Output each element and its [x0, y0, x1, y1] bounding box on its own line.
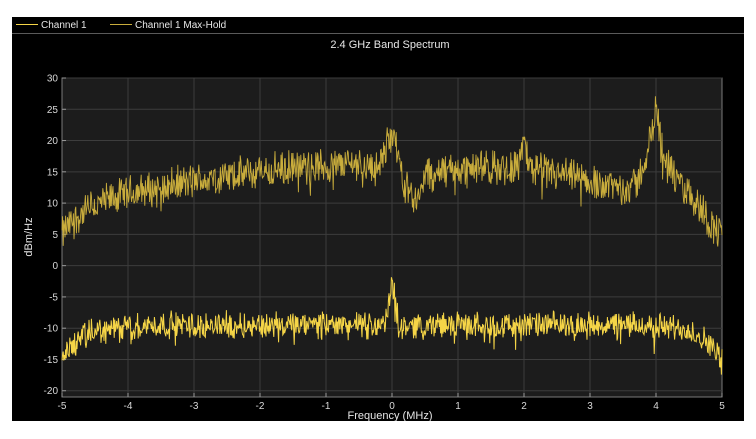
legend-item-channel-1[interactable]: Channel 1	[16, 19, 87, 32]
series-layer	[61, 96, 723, 375]
x-tick-label: 1	[455, 401, 461, 412]
x-axis-label: Frequency (MHz)	[348, 410, 433, 421]
y-tick-label: 20	[47, 136, 59, 147]
y-axis-label: dBm/Hz	[23, 217, 35, 256]
y-tick-label: 5	[52, 230, 58, 241]
legend: Channel 1 Channel 1 Max-Hold	[12, 17, 744, 34]
x-tick-label: -1	[322, 401, 331, 412]
y-tick-label: -15	[44, 355, 59, 366]
spectrum-chart: 2.4 GHz Band Spectrum -5 -4 -3 -2 -1 0 1 2 3 4 530…	[23, 39, 726, 421]
y-tick-label: 10	[47, 199, 59, 210]
x-tick-label: -3	[190, 401, 199, 412]
x-tick-label: -2	[256, 401, 265, 412]
x-tick-label: -4	[124, 401, 133, 412]
x-tick-label: -5	[58, 401, 67, 412]
legend-swatch-channel-1	[16, 23, 38, 25]
legend-label-channel-1: Channel 1	[41, 20, 87, 31]
chart-title: 2.4 GHz Band Spectrum	[330, 39, 449, 51]
x-tick-label: 0	[389, 401, 395, 412]
legend-item-channel-1-max-hold[interactable]: Channel 1 Max-Hold	[110, 19, 226, 32]
spectrum-analyzer-panel: Channel 1 Channel 1 Max-Hold 2.4 GHz Ban…	[12, 17, 744, 421]
x-tick-label: 3	[587, 401, 593, 412]
x-tick-label: 2	[521, 401, 527, 412]
x-tick-label: 5	[719, 401, 725, 412]
x-tick-label: 4	[653, 401, 659, 412]
y-tick-label: -10	[44, 324, 59, 335]
y-tick-label: -5	[49, 292, 58, 303]
legend-label-channel-1-max-hold: Channel 1 Max-Hold	[135, 20, 227, 31]
y-tick-label: 15	[47, 167, 59, 178]
y-tick-label: 30	[47, 74, 59, 85]
y-tick-label: 25	[47, 105, 59, 116]
series-line-channel-1	[61, 277, 723, 375]
legend-swatch-channel-1-max-hold	[110, 23, 132, 25]
series-line-channel-1-max-hold	[61, 96, 723, 247]
y-tick-label: -20	[44, 386, 59, 397]
y-tick-label: 0	[52, 261, 58, 272]
